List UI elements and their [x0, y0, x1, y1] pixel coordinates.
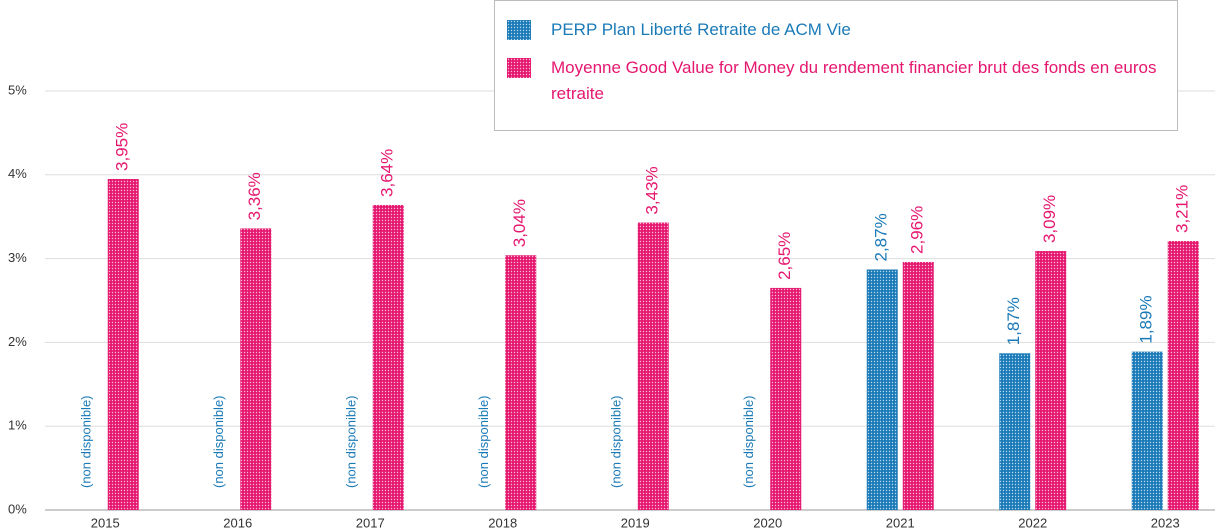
- data-label: 1,89%: [1137, 295, 1156, 343]
- data-label: 1,87%: [1004, 297, 1023, 345]
- data-label: 3,95%: [113, 123, 132, 171]
- y-tick-label: 0%: [8, 501, 27, 516]
- y-tick-label: 4%: [8, 166, 27, 181]
- legend-item: Moyenne Good Value for Money du rendemen…: [507, 55, 1165, 107]
- data-label: 3,04%: [510, 199, 529, 247]
- y-tick-label: 1%: [8, 418, 27, 433]
- legend-item: PERP Plan Liberté Retraite de ACM Vie: [507, 17, 1165, 43]
- legend-swatch: [507, 20, 531, 40]
- x-tick-label: 2018: [488, 515, 517, 530]
- bar: [107, 178, 139, 511]
- bar: [372, 204, 404, 510]
- x-tick-label: 2017: [356, 515, 385, 530]
- bar: [1131, 351, 1163, 510]
- missing-label: (non disponible): [211, 395, 226, 488]
- data-label: 3,43%: [643, 166, 662, 214]
- data-label: 3,64%: [378, 149, 397, 197]
- missing-label: (non disponible): [476, 395, 491, 488]
- bar: [1167, 241, 1199, 510]
- x-tick-label: 2023: [1151, 515, 1180, 530]
- bar: [999, 353, 1031, 510]
- x-tick-label: 2022: [1018, 515, 1047, 530]
- missing-label: (non disponible): [609, 395, 624, 488]
- x-tick-label: 2020: [753, 515, 782, 530]
- legend: PERP Plan Liberté Retraite de ACM Vie Moy…: [494, 0, 1178, 131]
- legend-label: Moyenne Good Value for Money du rendemen…: [551, 58, 1157, 103]
- data-label: 2,65%: [775, 232, 794, 280]
- bar: [637, 222, 669, 511]
- x-tick-label: 2019: [621, 515, 650, 530]
- x-tick-label: 2015: [91, 515, 120, 530]
- data-label: 3,09%: [1040, 195, 1059, 243]
- y-tick-label: 2%: [8, 334, 27, 349]
- data-label: 2,96%: [908, 206, 927, 254]
- missing-label: (non disponible): [344, 395, 359, 488]
- legend-swatch: [507, 58, 531, 78]
- bar: [505, 255, 537, 510]
- bar: [1035, 251, 1067, 511]
- legend-label: PERP Plan Liberté Retraite de ACM Vie: [551, 20, 851, 39]
- bar: [770, 287, 802, 510]
- x-tick-label: 2021: [886, 515, 915, 530]
- bar: [866, 269, 898, 510]
- data-label: 2,87%: [872, 213, 891, 261]
- bar: [240, 228, 272, 510]
- missing-label: (non disponible): [79, 395, 94, 488]
- data-label: 3,21%: [1173, 185, 1192, 233]
- y-tick-label: 3%: [8, 250, 27, 265]
- data-label: 3,36%: [245, 172, 264, 220]
- bar: [902, 261, 934, 510]
- x-tick-label: 2016: [223, 515, 252, 530]
- y-tick-label: 5%: [8, 82, 27, 97]
- missing-label: (non disponible): [741, 395, 756, 488]
